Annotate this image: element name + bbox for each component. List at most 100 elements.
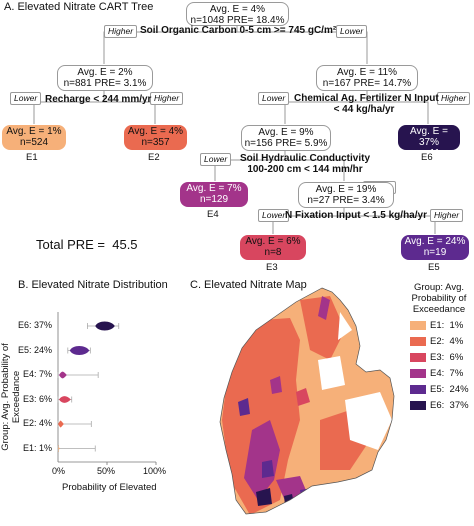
legend-swatch	[410, 384, 426, 394]
y-tick-label: E6: 37%	[17, 320, 52, 330]
leaf-label-e3: E3	[266, 262, 278, 273]
node-n: n=11	[418, 148, 440, 159]
map-region-nodata	[345, 392, 392, 450]
map-region-e2	[222, 318, 300, 514]
panel-c-title: C. Elevated Nitrate Map	[190, 279, 307, 291]
legend-label: E6: 37%	[430, 400, 469, 411]
legend-item-e4: E4: 7%	[410, 368, 463, 379]
map-region-e2	[300, 296, 345, 360]
node-avg: Avg. E = 2%	[77, 67, 133, 78]
leaf-e2: Avg. E = 4% n=357	[124, 125, 187, 150]
node-avg: Avg. E = 9%	[258, 127, 314, 138]
split-fertilizer: Chemical Ag. Fertilizer N Input < 44 kg/…	[294, 93, 439, 115]
violin-mark	[58, 396, 71, 403]
legend-label: E4: 7%	[430, 368, 464, 379]
violin-mark	[58, 445, 60, 452]
leaf-e4: Avg. E = 7% n=129	[180, 182, 248, 207]
michigan-outline	[219, 287, 395, 515]
node-avg: Avg. E = 4%	[209, 4, 266, 15]
node-avg: Avg. E = 1%	[6, 126, 62, 137]
violin-mark	[58, 420, 64, 428]
leaf-label-e4: E4	[207, 209, 219, 220]
tag-lower: Lower	[336, 25, 368, 38]
split-line: 100-200 cm < 144 mm/hr	[247, 164, 363, 175]
total-pre: Total PRE = 45.5	[36, 237, 138, 252]
map-region-e3	[296, 388, 310, 406]
leaf-label-e1: E1	[26, 152, 38, 163]
node-avg: Avg. E = 4%	[127, 126, 184, 137]
tree-node-n3: Avg. E = 11% n=167 PRE= 14.7%	[316, 65, 418, 91]
split-hydraulic-conductivity: Soil Hydraulic Conductivity 100-200 cm <…	[225, 153, 385, 175]
legend-item-e3: E3: 6%	[410, 352, 463, 363]
node-avg: Avg. E = 19%	[315, 184, 377, 195]
panel-b-xlabel: Probability of Elevated	[62, 482, 157, 493]
legend-swatch	[410, 400, 426, 410]
tag-lower: Lower	[10, 92, 42, 105]
node-n: n=1048 PRE= 18.4%	[190, 15, 285, 26]
leaf-e1: Avg. E = 1% n=524	[2, 125, 66, 150]
split-soil-organic-carbon: Soil Organic Carbon 0-5 cm >= 745 gC/m²	[140, 25, 337, 36]
tag-higher: Higher	[150, 92, 184, 105]
map-region-e5	[238, 398, 250, 416]
tree-node-n4: Avg. E = 9% n=156 PRE= 5.9%	[241, 125, 331, 151]
panel-a-title: A. Elevated Nitrate CART Tree	[4, 1, 154, 13]
node-n: n=8	[264, 247, 282, 258]
tag-higher: Higher	[437, 92, 471, 105]
node-n: n=167 PRE= 14.7%	[322, 78, 412, 89]
tree-node-n5: Avg. E = 19% n=27 PRE= 3.4%	[298, 182, 394, 208]
legend-item-e5: E5: 24%	[410, 384, 469, 395]
node-n: n=156 PRE= 5.9%	[244, 138, 328, 149]
split-n-fixation: N Fixation Input < 1.5 kg/ha/yr	[285, 210, 427, 221]
legend-title-line: Exceedance	[412, 304, 466, 315]
node-n: n=19	[423, 247, 447, 258]
violin-mark	[69, 346, 90, 355]
map-region-e4	[244, 420, 280, 500]
tag-higher: Higher	[104, 25, 138, 38]
map-region-nodata	[318, 356, 345, 390]
node-n: n=524	[19, 137, 49, 148]
y-tick-label: E3: 6%	[22, 393, 52, 404]
y-tick-label: E5: 24%	[17, 344, 52, 355]
map-legend-title: Group: Avg. Probability of Exceedance	[405, 282, 473, 315]
leaf-label-e6: E6	[421, 152, 433, 163]
tag-lower: Lower	[258, 92, 290, 105]
legend-label: E5: 24%	[430, 384, 469, 395]
leaf-e6: Avg. E = 37% n=11	[398, 125, 460, 159]
legend-label: E3: 6%	[430, 352, 464, 363]
leaf-label-e2: E2	[148, 152, 160, 163]
leaf-e3: Avg. E = 6% n=8	[240, 235, 306, 260]
split-line: < 44 kg/ha/yr	[333, 104, 395, 115]
legend-item-e2: E2: 4%	[410, 336, 463, 347]
node-n: n=881 PRE= 3.1%	[63, 78, 147, 89]
legend-title-line: Group: Avg.	[414, 282, 464, 293]
legend-swatch	[410, 368, 426, 378]
tag-lower: Lower	[258, 209, 290, 222]
y-tick-label: E2: 4%	[22, 418, 52, 428]
x-tick-label-50: 50%	[97, 466, 116, 476]
legend-label: E2: 4%	[430, 336, 464, 347]
node-avg: Avg. E = 24%	[404, 236, 466, 247]
legend-title-line: Probability of	[411, 293, 467, 304]
map-region-nodata	[338, 312, 352, 340]
x-tick-label-100: 100%	[143, 466, 167, 476]
map-region-e5	[300, 488, 314, 502]
legend-swatch	[410, 320, 426, 330]
violin-mark	[58, 371, 67, 379]
panel-b-title: B. Elevated Nitrate Distribution	[18, 279, 168, 291]
map-region-e4	[270, 376, 282, 394]
legend-item-e6: E6: 37%	[410, 400, 469, 411]
y-tick-label: E4: 7%	[22, 369, 52, 379]
leaf-label-e5: E5	[428, 262, 440, 273]
node-n: n=129	[199, 194, 229, 205]
tree-root-node: Avg. E = 4% n=1048 PRE= 18.4%	[186, 2, 289, 26]
violin-mark	[95, 321, 115, 331]
tag-lower: Lower	[200, 153, 232, 166]
tree-node-n2: Avg. E = 2% n=881 PRE= 3.1%	[57, 65, 153, 91]
legend-label: E1: 1%	[430, 320, 464, 331]
node-n: n=27 PRE= 3.4%	[307, 195, 385, 206]
node-avg: Avg. E = 6%	[245, 236, 301, 247]
node-avg: Avg. E = 37%	[410, 126, 448, 148]
node-avg: Avg. E = 11%	[337, 67, 397, 78]
